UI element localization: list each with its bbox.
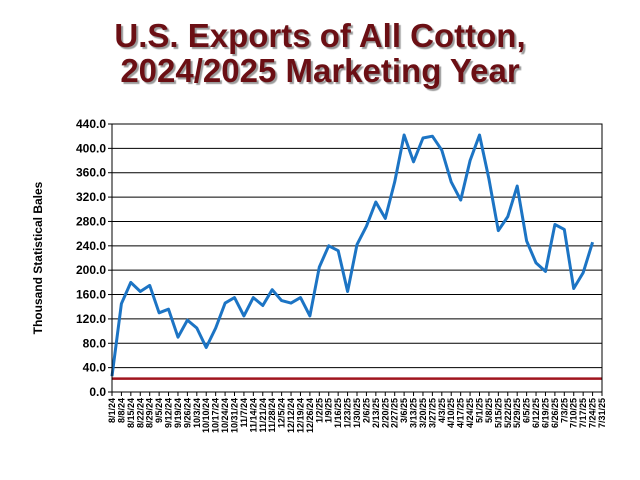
chart-title-line-2: 2024/2025 Marketing Year bbox=[120, 52, 520, 89]
chart-title: U.S. Exports of All Cotton, 2024/2025 Ma… bbox=[0, 18, 640, 88]
x-tick-label: 11/7/24 bbox=[239, 398, 249, 428]
x-tick-label: 2/6/25 bbox=[361, 398, 371, 423]
x-tick-label: 8/29/24 bbox=[145, 398, 155, 428]
x-tick-label: 4/3/25 bbox=[437, 398, 447, 423]
x-tick-label: 7/10/25 bbox=[569, 398, 579, 428]
y-axis-label: Thousand Statistical Bales bbox=[31, 181, 45, 334]
x-tick-label: 5/22/25 bbox=[503, 398, 513, 428]
x-tick-label: 8/15/24 bbox=[126, 398, 136, 428]
y-tick-label: 360.0 bbox=[76, 166, 106, 180]
x-tick-label: 10/24/24 bbox=[220, 398, 230, 433]
x-tick-label: 5/15/25 bbox=[493, 398, 503, 428]
x-tick-label: 5/8/25 bbox=[484, 398, 494, 423]
x-tick-label: 10/10/24 bbox=[201, 398, 211, 433]
x-tick-label: 4/17/25 bbox=[456, 398, 466, 428]
grid-lines bbox=[112, 147, 602, 369]
x-tick-label: 1/23/25 bbox=[343, 398, 353, 428]
x-tick-label: 4/24/25 bbox=[465, 398, 475, 428]
x-tick-label: 1/9/25 bbox=[324, 398, 334, 423]
y-tick-label: 440.0 bbox=[76, 117, 106, 131]
x-tick-label: 5/1/25 bbox=[475, 398, 485, 423]
x-tick-label: 11/28/24 bbox=[267, 398, 277, 433]
x-tick-label: 6/19/25 bbox=[540, 398, 550, 428]
x-tick-label: 11/21/24 bbox=[258, 398, 268, 433]
x-tick-label: 1/30/25 bbox=[352, 398, 362, 428]
x-tick-label: 7/31/25 bbox=[597, 398, 607, 428]
x-tick-label: 10/17/24 bbox=[211, 398, 221, 433]
x-tick-label: 8/1/24 bbox=[107, 398, 117, 423]
y-tick-label: 160.0 bbox=[76, 288, 106, 302]
x-tick-label: 7/17/25 bbox=[578, 398, 588, 428]
x-tick-label: 9/26/24 bbox=[182, 398, 192, 428]
y-tick-label: 40.0 bbox=[83, 361, 107, 375]
y-tick-label: 280.0 bbox=[76, 214, 106, 228]
x-tick-label: 12/12/24 bbox=[286, 398, 296, 433]
x-tick-label: 3/6/25 bbox=[399, 398, 409, 423]
x-tick-label: 5/29/25 bbox=[512, 398, 522, 428]
exports-series-line bbox=[110, 133, 595, 377]
x-tick-label: 7/3/25 bbox=[559, 398, 569, 423]
y-tick-label: 400.0 bbox=[76, 141, 106, 155]
series-group bbox=[110, 133, 602, 380]
x-tick-label: 9/12/24 bbox=[164, 398, 174, 428]
x-tick-label: 9/5/24 bbox=[154, 398, 164, 423]
x-tick-label: 3/20/25 bbox=[418, 398, 428, 428]
x-tick-label: 2/13/25 bbox=[371, 398, 381, 428]
x-tick-label: 8/22/24 bbox=[135, 398, 145, 428]
x-tick-label: 1/2/25 bbox=[314, 398, 324, 423]
x-tick-label: 1/16/25 bbox=[333, 398, 343, 428]
x-axis-ticks: 8/1/24 8/8/24 8/15/24 8/22/24 8/29/24 9/5/24 9… bbox=[107, 392, 607, 433]
y-tick-label: 320.0 bbox=[76, 190, 106, 204]
y-tick-label: 80.0 bbox=[83, 336, 107, 350]
x-tick-label: 11/14/24 bbox=[248, 398, 258, 433]
plot-frame bbox=[111, 123, 603, 393]
x-tick-label: 2/20/25 bbox=[380, 398, 390, 428]
x-tick-label: 8/8/24 bbox=[116, 398, 126, 423]
x-tick-label: 3/13/25 bbox=[409, 398, 419, 428]
x-tick-label: 6/26/25 bbox=[550, 398, 560, 428]
x-tick-label: 12/26/24 bbox=[305, 398, 315, 433]
y-tick-label: 0.0 bbox=[89, 385, 106, 399]
x-tick-label: 4/10/25 bbox=[446, 398, 456, 428]
y-axis-ticks: 0.0 40.0 80.0 120.0 160.0 200.0 240.0 280.0 320.… bbox=[76, 117, 112, 399]
y-tick-label: 240.0 bbox=[76, 239, 106, 253]
x-tick-label: 10/3/24 bbox=[192, 398, 202, 428]
x-tick-label: 10/31/24 bbox=[230, 398, 240, 433]
x-tick-label: 7/24/25 bbox=[588, 398, 598, 428]
x-tick-label: 12/5/24 bbox=[277, 398, 287, 428]
x-tick-label: 2/27/25 bbox=[390, 398, 400, 428]
x-tick-label: 9/19/24 bbox=[173, 398, 183, 428]
x-tick-label: 3/27/25 bbox=[427, 398, 437, 428]
y-tick-label: 120.0 bbox=[76, 312, 106, 326]
x-tick-label: 6/5/25 bbox=[522, 398, 532, 423]
chart-title-line-1: U.S. Exports of All Cotton, bbox=[114, 17, 526, 54]
x-tick-label: 12/19/24 bbox=[295, 398, 305, 433]
y-tick-label: 200.0 bbox=[76, 263, 106, 277]
x-tick-label: 6/12/25 bbox=[531, 398, 541, 428]
